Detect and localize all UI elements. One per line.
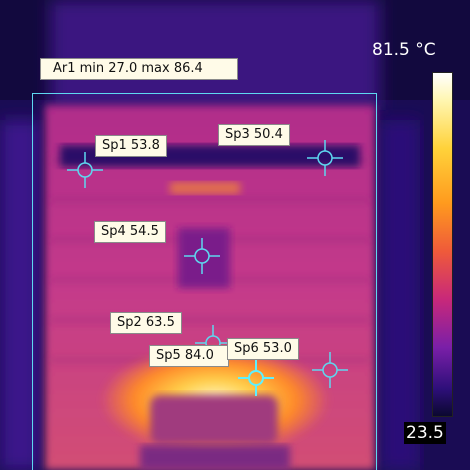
temperature-scale-bar [432, 72, 453, 417]
area-ar1-box [32, 93, 377, 470]
spot-sp2-label: Sp2 63.5 [110, 312, 182, 334]
spot-sp6-label: Sp6 53.0 [227, 338, 299, 360]
spot-sp3-crosshair [307, 140, 343, 176]
spot-sp1-crosshair [67, 152, 103, 188]
spot-sp4-crosshair [184, 238, 220, 274]
spot-sp3-label: Sp3 50.4 [218, 124, 290, 146]
spot-sp5-crosshair [238, 360, 274, 396]
spot-sp5-label: Sp5 84.0 [149, 345, 229, 367]
spot-sp1-label: Sp1 53.8 [95, 135, 167, 157]
area-ar1-label: Ar1 min 27.0 max 86.4 [40, 58, 238, 80]
scale-min-label: 23.5 [404, 422, 446, 444]
scale-max-label: 81.5 °C [372, 40, 436, 60]
spot-sp4-label: Sp4 54.5 [94, 221, 166, 243]
spot-sp6-crosshair [312, 352, 348, 388]
